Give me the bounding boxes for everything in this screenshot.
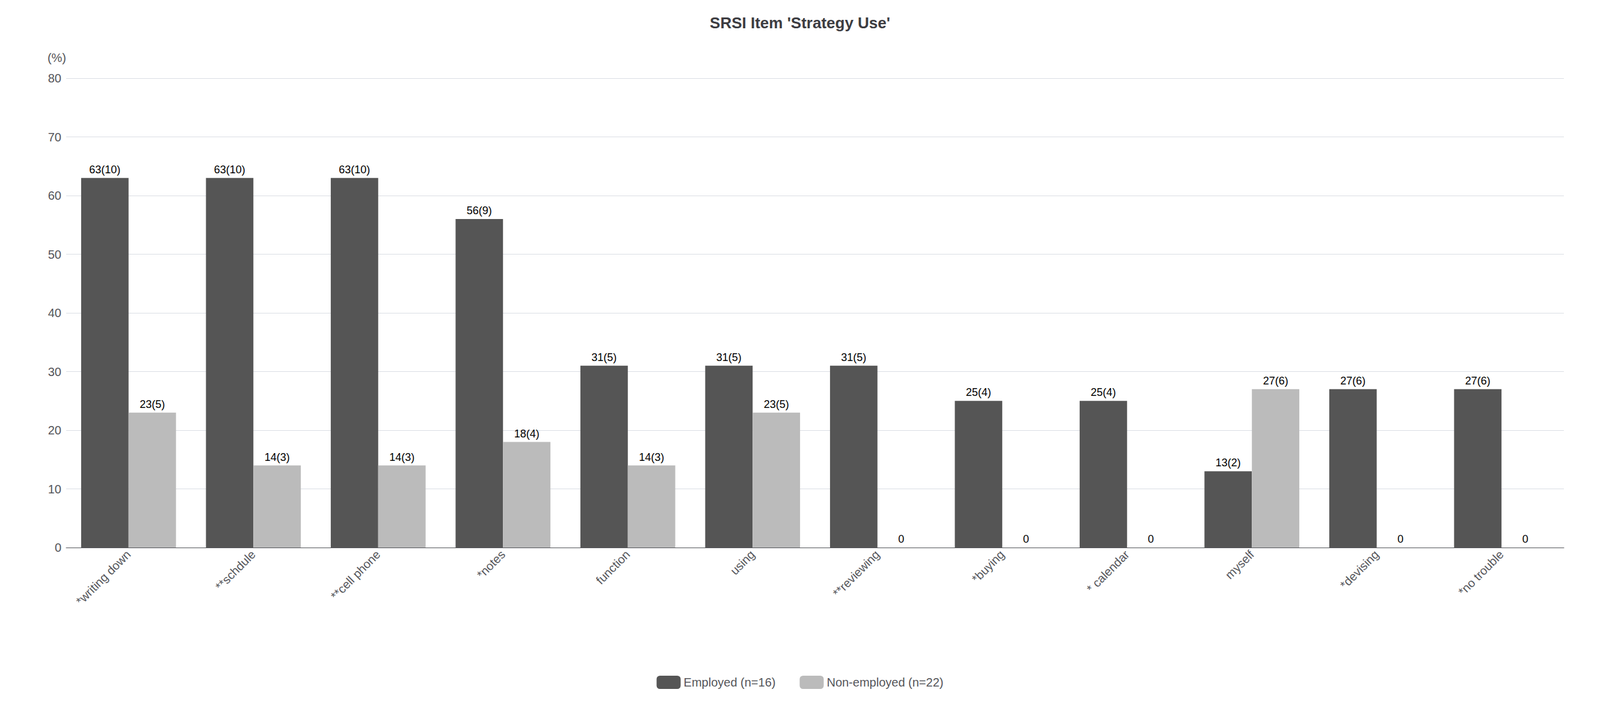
- svg-text:31(5): 31(5): [840, 351, 867, 364]
- svg-text:63(10): 63(10): [214, 163, 246, 176]
- svg-text:14(3): 14(3): [638, 451, 665, 464]
- svg-text:0: 0: [54, 540, 62, 554]
- svg-text:31(5): 31(5): [716, 351, 742, 364]
- svg-text:Non-employed (n=22): Non-employed (n=22): [826, 675, 944, 689]
- svg-text:31(5): 31(5): [591, 351, 617, 364]
- svg-text:70: 70: [48, 130, 62, 144]
- svg-text:25(4): 25(4): [1090, 386, 1116, 399]
- svg-text:10: 10: [48, 482, 62, 496]
- svg-text:27(6): 27(6): [1340, 374, 1366, 387]
- svg-text:**schdule: **schdule: [212, 547, 259, 593]
- svg-text:*writing down: *writing down: [73, 547, 134, 608]
- svg-text:0: 0: [898, 532, 905, 545]
- svg-text:**cell phone: **cell phone: [328, 547, 384, 603]
- svg-text:myself: myself: [1222, 547, 1258, 582]
- svg-text:Employed (n=16): Employed (n=16): [683, 675, 776, 689]
- svg-text:18(4): 18(4): [514, 427, 540, 440]
- svg-text:*notes: *notes: [473, 547, 508, 582]
- svg-text:*buying: *buying: [969, 547, 1007, 586]
- svg-text:40: 40: [48, 306, 62, 320]
- svg-text:(%): (%): [47, 51, 67, 65]
- svg-text:14(3): 14(3): [264, 451, 290, 464]
- svg-text:23(5): 23(5): [763, 398, 790, 411]
- svg-text:20: 20: [48, 423, 62, 437]
- svg-text:SRSI Item 'Strategy Use': SRSI Item 'Strategy Use': [709, 13, 891, 32]
- svg-text:* calendar: * calendar: [1083, 547, 1132, 595]
- svg-text:63(10): 63(10): [89, 163, 121, 176]
- svg-text:0: 0: [1023, 532, 1030, 545]
- svg-text:*devising: *devising: [1337, 547, 1382, 592]
- svg-text:0: 0: [1397, 532, 1404, 545]
- svg-text:80: 80: [48, 71, 62, 85]
- svg-text:using: using: [727, 547, 758, 577]
- svg-text:56(9): 56(9): [466, 204, 493, 217]
- svg-text:function: function: [593, 547, 633, 587]
- svg-text:60: 60: [48, 188, 62, 203]
- svg-text:50: 50: [48, 247, 62, 262]
- svg-text:63(10): 63(10): [338, 163, 370, 176]
- svg-text:13(2): 13(2): [1215, 456, 1241, 469]
- svg-text:27(6): 27(6): [1465, 374, 1491, 387]
- svg-text:25(4): 25(4): [966, 386, 992, 399]
- svg-text:14(3): 14(3): [389, 451, 415, 464]
- svg-text:**reviewing: **reviewing: [830, 547, 882, 600]
- svg-text:0: 0: [1147, 532, 1154, 545]
- svg-text:0: 0: [1522, 532, 1529, 545]
- svg-text:27(6): 27(6): [1263, 374, 1289, 387]
- svg-text:*no trouble: *no trouble: [1455, 547, 1507, 598]
- svg-text:30: 30: [48, 365, 62, 379]
- svg-text:23(5): 23(5): [139, 398, 165, 411]
